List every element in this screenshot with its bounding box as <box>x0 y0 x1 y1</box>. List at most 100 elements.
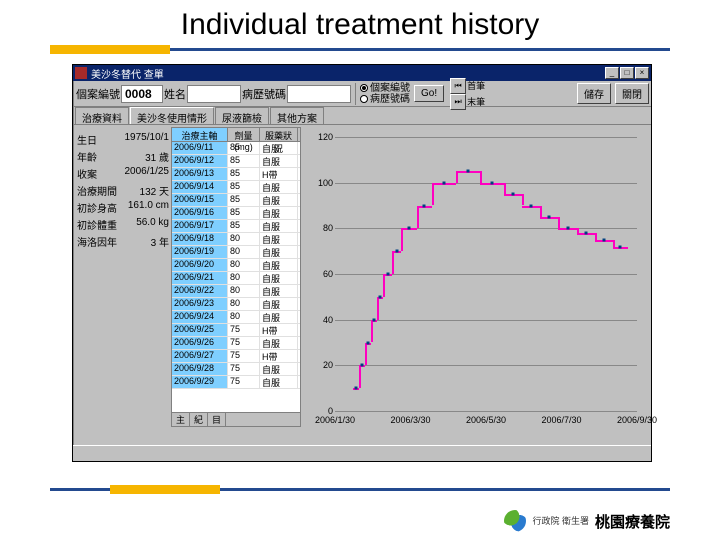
grid-row[interactable]: 2006/9/2975自服 <box>172 376 300 389</box>
grid-row[interactable]: 2006/9/2280自服 <box>172 285 300 298</box>
grid-row[interactable]: 2006/9/1185自服 <box>172 142 300 155</box>
app-window: 美沙冬替代 查單 _ □ × 個案編號 0008 姓名 病歷號碼 個案編號 病歷… <box>72 64 652 462</box>
close-form-button[interactable]: 關閉 <box>615 83 649 104</box>
info-row: 生日1975/10/1 <box>77 131 169 148</box>
info-row: 初診身高161.0 cm <box>77 199 169 216</box>
plot-area: 0204060801001202006/1/302006/3/302006/5/… <box>335 137 637 411</box>
radio-by-chartno[interactable] <box>360 95 368 103</box>
grid-row[interactable]: 2006/9/2675自服 <box>172 337 300 350</box>
minimize-button[interactable]: _ <box>605 67 619 79</box>
series-marker <box>395 250 398 253</box>
x-tick: 2006/1/30 <box>315 415 355 425</box>
series-segment-v <box>371 320 373 343</box>
grid-row[interactable]: 2006/9/1880自服 <box>172 233 300 246</box>
footer-rule <box>50 488 670 498</box>
col-dose[interactable]: 劑量(mg) <box>228 128 260 141</box>
grid-row[interactable]: 2006/9/2380自服 <box>172 298 300 311</box>
tab-0[interactable]: 治療資料 <box>75 107 129 124</box>
info-row: 初診體重56.0 kg <box>77 216 169 233</box>
info-row: 收案2006/1/25 <box>77 165 169 182</box>
grid-row[interactable]: 2006/9/2080自服 <box>172 259 300 272</box>
app-icon <box>75 67 87 79</box>
gridline <box>335 411 637 412</box>
x-tick: 2006/7/30 <box>541 415 581 425</box>
radio-by-id-label: 個案編號 <box>370 83 410 94</box>
grid-row[interactable]: 2006/9/1385H帶 <box>172 168 300 181</box>
save-button[interactable]: 儲存 <box>577 83 611 104</box>
series-marker <box>566 227 569 230</box>
y-tick: 120 <box>309 132 333 142</box>
series-marker <box>466 170 469 173</box>
series-segment-v <box>480 171 482 182</box>
series-segment-v <box>417 206 419 229</box>
grid-row[interactable]: 2006/9/1485自服 <box>172 181 300 194</box>
info-row: 年齡31 歲 <box>77 148 169 165</box>
status-bar <box>73 445 651 461</box>
grid-footer-btn[interactable]: 主 <box>172 413 190 427</box>
series-marker <box>407 227 410 230</box>
series-segment-v <box>392 251 394 274</box>
dose-grid[interactable]: 治療主軸劑量(mg)服藥狀況2006/9/1185自服2006/9/1285自服… <box>171 127 301 427</box>
patient-id-field[interactable]: 0008 <box>121 85 163 103</box>
radio-by-id[interactable] <box>360 84 368 92</box>
series-marker <box>491 181 494 184</box>
name-field[interactable] <box>187 85 241 103</box>
top-toolbar: 個案編號 0008 姓名 病歷號碼 個案編號 病歷號碼 Go! ⏮首筆 ⏭末筆 … <box>73 81 651 107</box>
series-segment-v <box>504 183 506 194</box>
gridline <box>335 320 637 321</box>
series-segment-v <box>377 297 379 320</box>
close-button[interactable]: × <box>635 67 649 79</box>
grid-row[interactable]: 2006/9/1785自服 <box>172 220 300 233</box>
radio-by-chartno-label: 病歷號碼 <box>370 94 410 105</box>
grid-row[interactable]: 2006/9/1285自服 <box>172 155 300 168</box>
maximize-button[interactable]: □ <box>620 67 634 79</box>
grid-row[interactable]: 2006/9/2180自服 <box>172 272 300 285</box>
info-row: 海洛因年3 年 <box>77 233 169 250</box>
grid-row[interactable]: 2006/9/2875自服 <box>172 363 300 376</box>
series-marker <box>386 273 389 276</box>
series-segment-v <box>359 365 361 388</box>
series-marker <box>361 364 364 367</box>
col-status[interactable]: 服藥狀況 <box>260 128 298 141</box>
logo-icon <box>504 510 526 532</box>
series-segment-v <box>613 240 615 247</box>
y-tick: 100 <box>309 178 333 188</box>
series-segment-v <box>456 171 458 182</box>
series-marker <box>548 215 551 218</box>
series-segment-v <box>432 183 434 206</box>
series-marker <box>355 387 358 390</box>
col-date[interactable]: 治療主軸 <box>172 128 228 141</box>
footer-logo: 行政院 衛生署 桃園療養院 <box>504 510 670 532</box>
grid-row[interactable]: 2006/9/2575H帶 <box>172 324 300 337</box>
tab-2[interactable]: 尿液篩檢 <box>215 107 269 124</box>
chartno-field[interactable] <box>287 85 351 103</box>
go-button[interactable]: Go! <box>414 85 444 102</box>
org-small: 行政院 衛生署 <box>532 517 589 526</box>
x-tick: 2006/9/30 <box>617 415 657 425</box>
info-row: 治療期間132 天 <box>77 182 169 199</box>
grid-row[interactable]: 2006/9/1980自服 <box>172 246 300 259</box>
series-segment-v <box>365 343 367 366</box>
tab-1[interactable]: 美沙冬使用情形 <box>130 107 214 124</box>
grid-row[interactable]: 2006/9/2775H帶 <box>172 350 300 363</box>
last-record-button[interactable]: ⏭ <box>450 94 466 110</box>
gridline <box>335 137 637 138</box>
patient-info-panel: 生日1975/10/1年齡31 歲收案2006/1/25治療期間132 天初診身… <box>77 131 169 250</box>
grid-footer-btn[interactable]: 目 <box>208 413 226 427</box>
series-marker <box>512 193 515 196</box>
content-area: 生日1975/10/1年齡31 歲收案2006/1/25治療期間132 天初診身… <box>73 127 651 443</box>
grid-row[interactable]: 2006/9/1685自服 <box>172 207 300 220</box>
grid-row[interactable]: 2006/9/1585自服 <box>172 194 300 207</box>
first-record-button[interactable]: ⏮ <box>450 78 466 94</box>
gridline <box>335 228 637 229</box>
x-tick: 2006/5/30 <box>466 415 506 425</box>
titlebar: 美沙冬替代 查單 _ □ × <box>73 65 651 81</box>
series-marker <box>379 295 382 298</box>
series-segment-v <box>540 206 542 217</box>
series-segment-v <box>595 233 597 240</box>
grid-footer-btn[interactable]: 紀 <box>190 413 208 427</box>
grid-row[interactable]: 2006/9/2480自服 <box>172 311 300 324</box>
series-marker <box>373 318 376 321</box>
chartno-label: 病歷號碼 <box>242 86 286 102</box>
tab-3[interactable]: 其他方案 <box>270 107 324 124</box>
